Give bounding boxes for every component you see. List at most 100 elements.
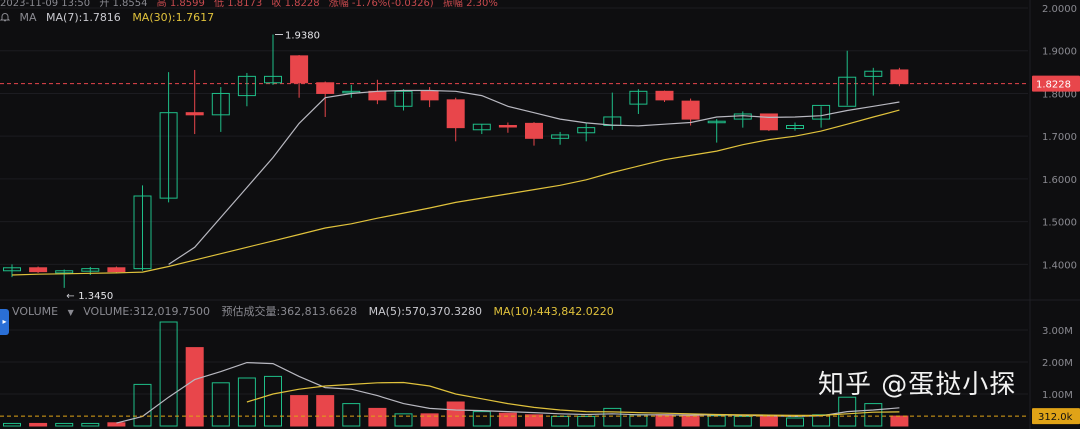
volume-bar [342, 403, 361, 427]
low-price-label: 1.3450 [78, 291, 113, 302]
volume-ma5-line [116, 361, 900, 424]
volume-bar [81, 422, 100, 427]
bell-icon[interactable] [0, 11, 14, 24]
volume-tick-label: 2.00M [1042, 358, 1073, 369]
price-tick-label: 1.5000 [1042, 218, 1077, 229]
candle-body [368, 90, 387, 101]
candle-body [81, 268, 100, 272]
ohlc-header: 2023-11-09 13:50 开 1.8554 高 1.8599 低 1.8… [0, 0, 700, 8]
volume-bar [864, 403, 883, 427]
candle-body [786, 125, 804, 129]
candle-body [133, 195, 152, 270]
ma7-line [168, 89, 900, 265]
price-tick-label: 1.8000 [1042, 89, 1077, 100]
candle-body [498, 125, 517, 128]
candle-body [394, 90, 413, 107]
low-marker: ← [66, 291, 74, 302]
volume-bar [264, 375, 282, 427]
candle-body [759, 113, 778, 131]
candle-body [107, 267, 126, 273]
current-price-tag-label: 1.8228 [1036, 80, 1071, 91]
close-value: 收 1.8228 [271, 0, 320, 8]
candle-body [264, 75, 282, 84]
volume-bar [472, 411, 491, 427]
volume-legend: VOLUME ▼ VOLUME:312,019.7500 预估成交量:362,8… [12, 304, 622, 320]
volume-bar [211, 382, 230, 427]
candle-body [159, 112, 178, 199]
candle-body [211, 92, 230, 116]
ma7-legend: MA(7):1.7816 [46, 11, 121, 24]
candle-body [551, 134, 570, 139]
candle-body [316, 82, 335, 94]
volume-bar [368, 407, 387, 427]
ma30-line [11, 109, 900, 276]
candle-body [446, 99, 465, 129]
candle-body [890, 69, 909, 85]
volume-bar [29, 422, 48, 427]
volume-bar [707, 415, 726, 427]
price-tick-label: 1.9000 [1042, 47, 1077, 58]
candle-body [525, 122, 543, 139]
candle-body [577, 127, 596, 134]
high-value: 高 1.8599 [156, 0, 205, 8]
volume-bar [446, 401, 465, 427]
volume-indicator-label[interactable]: VOLUME [12, 305, 59, 318]
price-tick-label: 1.7000 [1042, 132, 1077, 143]
current-price-tag [1032, 75, 1080, 92]
watermark-text: 知乎 @蛋挞小探 [818, 370, 1017, 400]
volume-bar [577, 415, 596, 427]
volume-bar [3, 422, 21, 427]
current-volume-tag [1032, 408, 1080, 425]
candle-body [55, 270, 74, 274]
price-legend: MA MA(7):1.7816 MA(30):1.7617 [0, 10, 222, 26]
volume-bar [290, 395, 309, 427]
candle-body [237, 75, 256, 97]
volume-bar [498, 412, 517, 427]
open-value: 开 1.8554 [99, 0, 148, 8]
collapse-panel-button[interactable]: ▸ [0, 309, 9, 335]
low-value: 低 1.8173 [214, 0, 263, 8]
candle-body [864, 70, 883, 77]
volume-bar [733, 415, 752, 427]
volume-value: VOLUME:312,019.7500 [83, 305, 210, 318]
indicator-label[interactable]: MA [19, 11, 37, 24]
price-tick-label: 1.4000 [1042, 260, 1077, 271]
volume-tick-label: 1.00M [1042, 390, 1073, 401]
volume-bar [603, 407, 622, 427]
current-volume-tag-label: 312.0k [1038, 412, 1073, 423]
price-tick-label: 1.6000 [1042, 175, 1077, 186]
candle-body [629, 90, 648, 105]
volume-bar [759, 415, 778, 427]
candle-body [838, 76, 857, 107]
candle-body [185, 112, 204, 116]
est-volume-value: 预估成交量:362,813.6628 [221, 305, 358, 318]
volume-bar [185, 347, 204, 427]
candle-body [707, 120, 726, 124]
volume-bar [159, 321, 178, 427]
high-price-label: 1.9380 [285, 30, 320, 41]
date-time: 2023-11-09 13:50 [0, 0, 91, 8]
candle-body [812, 104, 831, 120]
ma30-legend: MA(30):1.7617 [132, 11, 215, 24]
candle-body [3, 267, 21, 272]
chevron-down-icon[interactable]: ▼ [67, 308, 74, 317]
volume-bar [525, 414, 543, 427]
candle-body [420, 90, 439, 101]
volume-bar [551, 415, 570, 427]
volume-tick-label: 3.00M [1042, 326, 1073, 337]
volume-bar [133, 383, 152, 427]
price-tick-label: 2.0000 [1042, 4, 1077, 15]
volume-bar [55, 422, 74, 427]
volume-bar [107, 422, 126, 427]
candle-body [472, 123, 491, 131]
volume-bar [394, 413, 413, 427]
volume-bar [420, 413, 439, 427]
ma5-legend: MA(5):570,370.3280 [368, 305, 482, 318]
volume-bar [316, 395, 335, 427]
amplitude-value: 振幅 2.30% [442, 0, 498, 8]
change-value: 涨幅 -1.76%(-0.0326) [328, 0, 434, 8]
volume-ma10-line [246, 381, 900, 416]
volume-bar [237, 377, 256, 427]
ma10-legend: MA(10):443,842.0220 [493, 305, 614, 318]
candle-body [681, 100, 700, 120]
